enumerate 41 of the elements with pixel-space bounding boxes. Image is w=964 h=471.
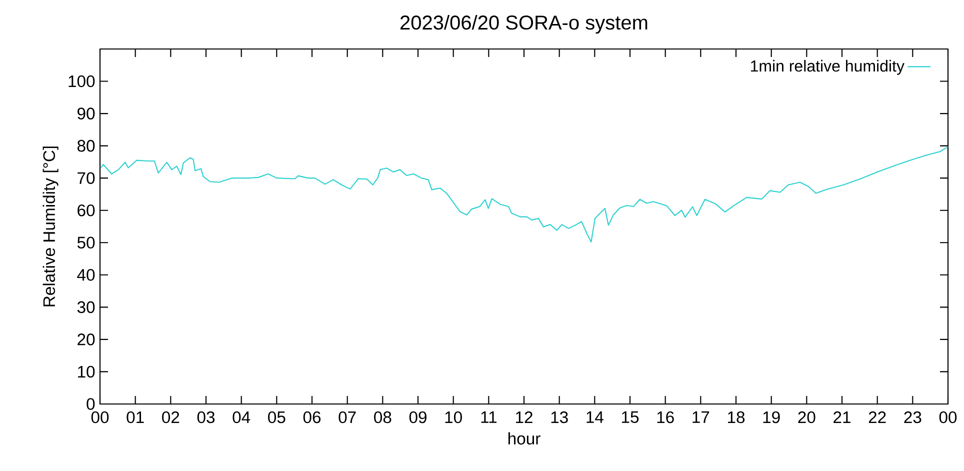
x-tick-label: 23 [904, 411, 922, 424]
x-tick-label: 09 [409, 411, 426, 424]
x-tick-label: 00 [939, 411, 957, 424]
x-tick-label: 16 [657, 411, 674, 424]
x-tick-label: 19 [763, 411, 780, 424]
x-tick-label: 05 [268, 411, 286, 424]
x-tick-label: 11 [481, 411, 496, 423]
y-tick-label: 50 [77, 236, 95, 249]
x-tick-label: 07 [338, 411, 356, 424]
x-tick-label: 20 [798, 411, 816, 424]
y-tick-label: 60 [78, 204, 95, 216]
x-tick-label: 15 [622, 411, 639, 423]
x-tick-label: 00 [91, 411, 109, 424]
legend-label: 1min relative humidity [751, 60, 904, 75]
chart-title: 2023/06/20 SORA-o system [400, 14, 648, 34]
line-series [100, 146, 948, 243]
x-tick-label: 08 [374, 411, 392, 424]
y-tick-label: 20 [78, 334, 95, 346]
x-tick-label: 22 [868, 411, 886, 423]
x-tick-label: 02 [162, 411, 180, 424]
x-tick-label: 13 [551, 411, 568, 424]
x-tick-label: 21 [834, 411, 850, 423]
y-tick-label: 30 [77, 301, 95, 314]
y-tick-label: 80 [77, 140, 95, 152]
y-tick-label: 100 [68, 75, 95, 88]
y-tick-label: 90 [78, 108, 95, 120]
x-axis-title: hour [508, 432, 540, 445]
y-axis-title: Relative Humidity [°C] [42, 146, 58, 306]
x-tick-label: 18 [728, 411, 745, 424]
y-tick-label: 70 [78, 172, 95, 184]
y-tick-label: 10 [78, 366, 95, 378]
x-tick-label: 01 [126, 411, 144, 424]
x-tick-label: 12 [516, 411, 532, 423]
x-tick-label: 03 [197, 411, 215, 424]
x-tick-label: 10 [445, 411, 462, 424]
y-tick-label: 40 [77, 269, 95, 281]
x-tick-label: 14 [586, 411, 604, 423]
x-tick-label: 17 [692, 411, 710, 423]
y-tick-label: 0 [86, 398, 95, 410]
x-tick-label: 06 [303, 411, 321, 424]
x-tick-label: 04 [232, 411, 250, 424]
